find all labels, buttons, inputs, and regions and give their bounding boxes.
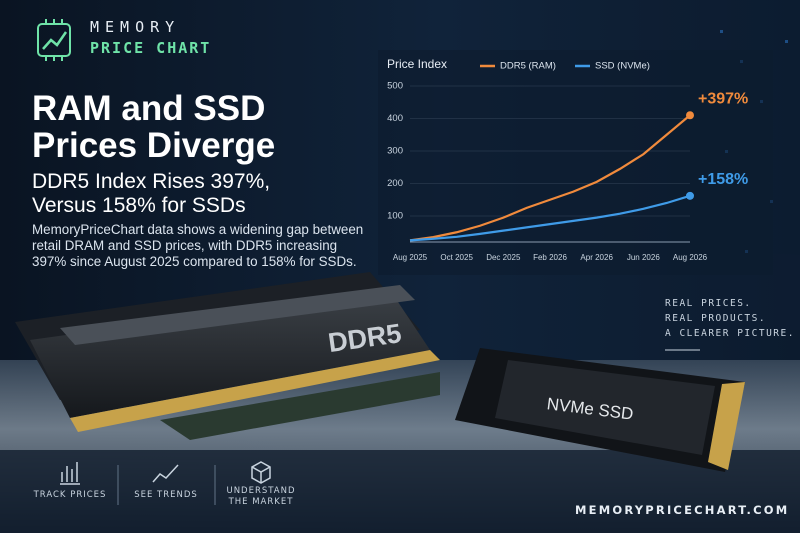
x-tick-label: Oct 2025 [440, 253, 473, 262]
series-line [409, 194, 691, 242]
x-tick-label: Apr 2026 [580, 253, 613, 262]
y-tick-label: 200 [387, 178, 403, 189]
brand-line1: MEMORY [90, 18, 181, 36]
tagline-line: A CLEARER PICTURE. [665, 328, 795, 339]
cube-icon [251, 461, 271, 484]
logo [37, 19, 71, 61]
x-tick-label: Aug 2025 [393, 253, 428, 262]
legend-label: SSD (NVMe) [595, 61, 650, 72]
headline: RAM and SSD Prices Diverge [32, 89, 276, 165]
footer-url: MEMORYPRICECHART.COM [575, 503, 790, 517]
end-point [686, 191, 694, 200]
tagline: REAL PRICES. REAL PRODUCTS. A CLEARER PI… [665, 296, 795, 341]
x-tick-label: Jun 2026 [627, 253, 660, 262]
series-line [409, 114, 691, 242]
brand-line2: PRICE CHART [90, 39, 212, 57]
tagline-line: REAL PRICES. [665, 298, 752, 309]
annotation: +158% [698, 171, 748, 188]
feature-label: SEE TRENDS [116, 490, 216, 501]
feature-label: UNDERSTAND THE MARKET [211, 486, 311, 508]
feature-line: TRACK PRICES [33, 490, 107, 500]
x-tick-label: Aug 2026 [673, 253, 708, 262]
ssd-illustration: NVMe SSD [455, 348, 745, 472]
chart-panel [378, 50, 773, 275]
trend-icon [152, 464, 179, 483]
subheadline-line: DDR5 Index Rises 397%, [32, 170, 271, 193]
annotation: +397% [698, 90, 748, 107]
subheadline: DDR5 Index Rises 397%, Versus 158% for S… [32, 170, 270, 218]
bar-icon [60, 462, 80, 485]
legend-label: DDR5 (RAM) [500, 61, 556, 72]
y-tick-label: 400 [387, 113, 403, 124]
chart-title: Price Index [387, 57, 447, 71]
feature-line: UNDERSTAND [226, 486, 296, 496]
y-tick-label: 300 [387, 146, 403, 157]
x-tick-label: Dec 2025 [486, 253, 521, 262]
end-point [686, 111, 694, 120]
feature-line: THE MARKET [228, 497, 294, 507]
x-tick-label: Feb 2026 [533, 253, 567, 262]
bottom-band [0, 450, 800, 533]
feature-label: TRACK PRICES [20, 490, 120, 501]
feature-line: SEE TRENDS [134, 490, 198, 500]
y-tick-label: 100 [387, 211, 403, 222]
y-tick-label: 500 [387, 81, 403, 92]
body-text: MemoryPriceChart data shows a widening g… [32, 222, 364, 269]
chart: Price Index DDR5 (RAM) SSD (NVMe) 100 200 300… [378, 50, 773, 275]
subheadline-line: Versus 158% for SSDs [32, 194, 246, 217]
ram-illustration: DDR5 [15, 272, 440, 440]
tagline-line: REAL PRODUCTS. [665, 313, 767, 324]
feature-icons [60, 461, 271, 505]
